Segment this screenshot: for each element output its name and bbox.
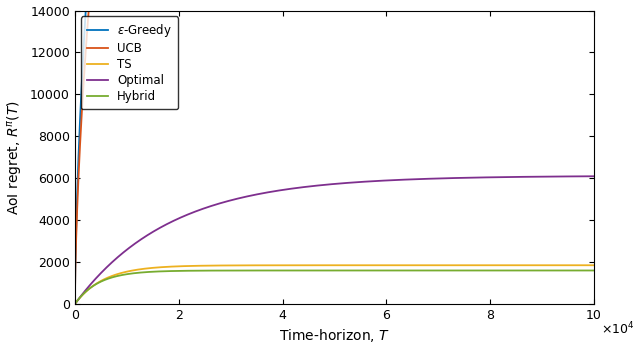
TS (575, 263, 582, 267)
Hybrid (71, 302, 79, 306)
Optimal (97, 271, 105, 275)
Legend: $\epsilon$-Greedy, UCB, TS, Optimal, Hybrid: $\epsilon$-Greedy, UCB, TS, Optimal, Hyb… (81, 16, 179, 109)
$\epsilon$-Greedy (71, 302, 79, 306)
Optimal (575, 174, 583, 179)
TS (590, 263, 598, 267)
TS (480, 263, 488, 267)
Line: UCB: UCB (75, 0, 594, 304)
Optimal (480, 175, 488, 180)
Hybrid (310, 268, 317, 273)
Hybrid (575, 268, 583, 273)
Optimal (323, 182, 331, 187)
Hybrid (480, 268, 488, 273)
Optimal (575, 174, 582, 179)
Line: Optimal: Optimal (75, 176, 594, 304)
Text: $\times 10^4$: $\times 10^4$ (601, 321, 634, 338)
Line: Hybrid: Hybrid (75, 271, 594, 304)
TS (97, 279, 105, 283)
Hybrid (575, 268, 582, 273)
TS (323, 263, 331, 267)
Y-axis label: AoI regret, $R^\pi(T)$: AoI regret, $R^\pi(T)$ (6, 100, 24, 215)
TS (71, 302, 79, 306)
Optimal (590, 174, 598, 179)
Line: TS: TS (75, 265, 594, 304)
Hybrid (97, 279, 105, 284)
TS (575, 263, 583, 267)
UCB (71, 302, 79, 306)
Hybrid (323, 268, 331, 273)
Optimal (310, 184, 317, 188)
TS (310, 263, 317, 267)
Optimal (71, 302, 79, 306)
Line: $\epsilon$-Greedy: $\epsilon$-Greedy (75, 0, 594, 304)
X-axis label: Time-horizon, $T$: Time-horizon, $T$ (279, 328, 390, 344)
Hybrid (590, 268, 598, 273)
